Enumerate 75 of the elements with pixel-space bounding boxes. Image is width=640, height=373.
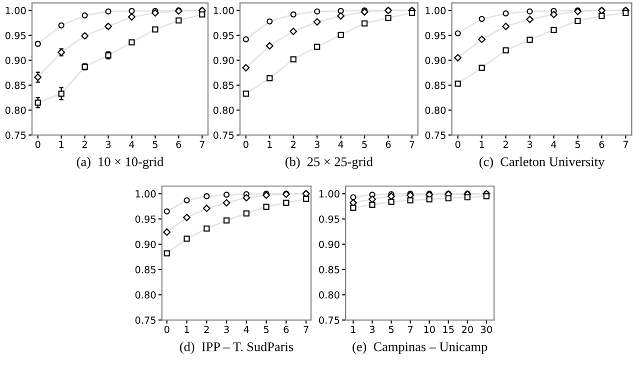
x-tick-label: 1	[268, 140, 272, 148]
y-tick-label: 1.00	[6, 6, 26, 14]
x-tick-label: 5	[388, 326, 394, 334]
x-tick-label: 3	[224, 326, 229, 334]
y-tick-label: 0.95	[5, 32, 26, 40]
x-tick-label: 5	[575, 140, 580, 148]
x-axis-title: (e) Campinas – Unicamp	[352, 342, 488, 354]
y-tick-label: 1.00	[426, 6, 446, 14]
x-tick-label: 4	[244, 326, 249, 333]
y-tick-label: 0.90	[5, 56, 26, 64]
x-tick-label: 4	[551, 140, 556, 148]
x-tick-label: 5	[264, 326, 269, 334]
y-tick-label: 0.90	[213, 56, 234, 64]
x-tick-label: 7	[408, 326, 413, 333]
y-tick-label: 0.85	[213, 82, 234, 90]
x-tick-label: 0	[35, 140, 40, 148]
x-tick-label: 4	[129, 140, 134, 148]
x-tick-label: 0	[243, 140, 248, 148]
y-tick-label: 0.75	[213, 132, 234, 139]
x-tick-label: 1	[480, 140, 484, 148]
x-tick-label: 15	[443, 326, 454, 334]
x-axis-title: (a) 10 × 10-grid	[76, 156, 164, 169]
x-tick-label: 6	[284, 326, 289, 334]
y-tick-label: 0.95	[425, 32, 446, 40]
x-tick-label: 1	[184, 326, 189, 333]
x-tick-label: 3	[106, 140, 111, 148]
y-tick-label: 0.80	[319, 291, 340, 299]
x-tick-label: 2	[503, 140, 508, 148]
y-tick-label: 0.90	[425, 56, 446, 64]
y-tick-label: 0.95	[213, 32, 234, 40]
x-tick-label: 6	[599, 140, 604, 148]
x-axis-title: (b) 25 × 25-grid	[286, 156, 373, 169]
x-tick-label: 7	[304, 326, 308, 333]
x-tick-label: 3	[527, 140, 532, 148]
x-tick-label: 20	[462, 326, 473, 334]
x-tick-label: 5	[152, 140, 158, 148]
x-tick-label: 1	[351, 326, 356, 333]
x-tick-label: 3	[314, 140, 320, 148]
x-tick-label: 0	[164, 326, 170, 334]
y-tick-label: 0.85	[319, 266, 340, 274]
x-tick-label: 1	[59, 140, 64, 148]
y-tick-label: 0.80	[5, 106, 26, 114]
y-tick-label: 0.80	[213, 106, 234, 114]
y-tick-label: 0.90	[319, 240, 340, 248]
y-tick-label: 1.00	[136, 190, 156, 198]
x-tick-label: 6	[176, 140, 182, 148]
y-tick-label: 0.75	[319, 316, 340, 324]
y-tick-label: 0.95	[135, 215, 156, 223]
x-tick-label: 7	[200, 140, 204, 148]
x-tick-label: 7	[410, 140, 414, 148]
x-tick-label: 2	[290, 140, 296, 148]
x-axis-title: (c) Carleton University	[480, 156, 605, 169]
x-tick-label: 2	[204, 326, 209, 333]
x-tick-label: 7	[623, 140, 628, 148]
y-tick-label: 1.00	[319, 190, 340, 198]
x-tick-label: 5	[362, 140, 367, 148]
y-tick-label: 0.75	[425, 132, 446, 139]
y-tick-label: 0.85	[5, 82, 26, 90]
x-tick-label: 2	[82, 140, 87, 148]
y-tick-label: 1.00	[214, 6, 234, 14]
x-tick-label: 3	[370, 326, 375, 334]
x-tick-label: 30	[481, 326, 492, 334]
y-tick-label: 0.85	[425, 82, 446, 90]
x-tick-label: 4	[338, 140, 344, 148]
x-axis-title: (d) IPP – T. SudParis	[180, 342, 294, 354]
y-tick-label: 0.80	[135, 291, 156, 299]
x-tick-label: 6	[386, 140, 391, 148]
y-tick-label: 0.80	[425, 106, 446, 114]
x-tick-label: 0	[455, 140, 460, 148]
x-tick-label: 10	[424, 326, 435, 334]
y-tick-label: 0.75	[135, 316, 156, 324]
y-tick-label: 0.95	[319, 215, 340, 223]
y-tick-label: 0.85	[135, 266, 156, 274]
y-tick-label: 0.75	[5, 132, 26, 139]
y-tick-label: 0.90	[135, 240, 156, 248]
